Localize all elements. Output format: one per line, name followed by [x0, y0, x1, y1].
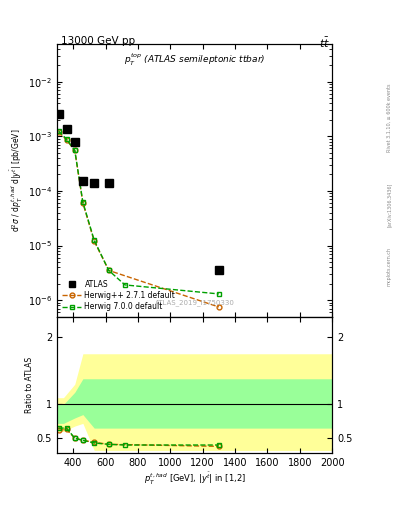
Text: $p_T^{top}$ (ATLAS semileptonic ttbar): $p_T^{top}$ (ATLAS semileptonic ttbar): [124, 52, 265, 68]
Text: [arXiv:1306.3436]: [arXiv:1306.3436]: [387, 183, 391, 227]
Legend: ATLAS, Herwig++ 2.7.1 default, Herwig 7.0.0 default: ATLAS, Herwig++ 2.7.1 default, Herwig 7.…: [61, 278, 177, 313]
Text: mcplots.cern.ch: mcplots.cern.ch: [387, 247, 391, 286]
Y-axis label: d$^2\sigma$ / d$p_T^{t,had}$ d$|y^{\bar{t}}|$ [pb/GeV]: d$^2\sigma$ / d$p_T^{t,had}$ d$|y^{\bar{…: [9, 129, 25, 232]
Text: 13000 GeV pp: 13000 GeV pp: [61, 36, 135, 46]
Y-axis label: Ratio to ATLAS: Ratio to ATLAS: [25, 357, 34, 413]
Text: $t\bar{t}$: $t\bar{t}$: [319, 36, 330, 50]
X-axis label: $p_T^{t,had}$ [GeV], $|y^{\bar{t}}|$ in [1,2]: $p_T^{t,had}$ [GeV], $|y^{\bar{t}}|$ in …: [143, 471, 246, 487]
Text: ATLAS_2019_I1750330: ATLAS_2019_I1750330: [154, 299, 235, 306]
Text: Rivet 3.1.10, ≥ 600k events: Rivet 3.1.10, ≥ 600k events: [387, 83, 391, 152]
